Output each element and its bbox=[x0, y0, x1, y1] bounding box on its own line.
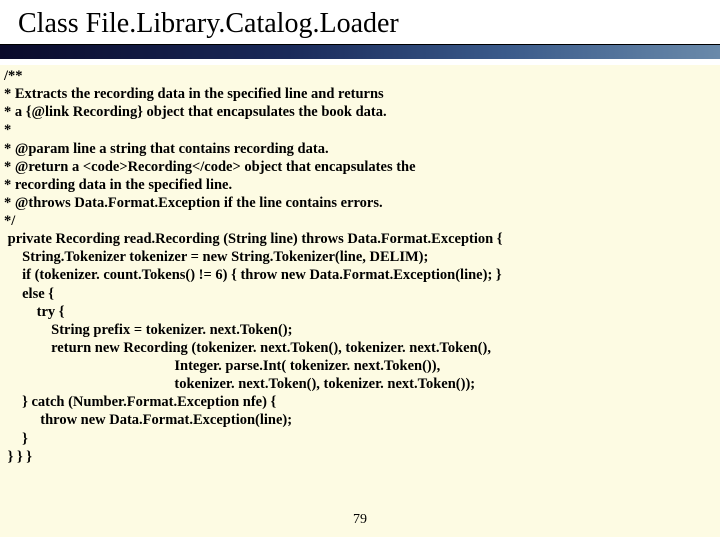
code-line: return new Recording (tokenizer. next.To… bbox=[4, 339, 716, 357]
code-line: * a {@link Recording} object that encaps… bbox=[4, 103, 716, 121]
code-line: Integer. parse.Int( tokenizer. next.Toke… bbox=[4, 357, 716, 375]
slide-title: Class File.Library.Catalog.Loader bbox=[18, 8, 720, 40]
gradient-bar bbox=[0, 45, 720, 59]
code-line: else { bbox=[4, 285, 716, 303]
code-line: } bbox=[4, 430, 716, 448]
code-line: throw new Data.Format.Exception(line); bbox=[4, 411, 716, 429]
code-line: /** bbox=[4, 67, 716, 85]
code-line: * bbox=[4, 121, 716, 139]
code-line: } } } bbox=[4, 448, 716, 466]
code-line: String.Tokenizer tokenizer = new String.… bbox=[4, 248, 716, 266]
code-line: try { bbox=[4, 303, 716, 321]
title-area: Class File.Library.Catalog.Loader bbox=[0, 0, 720, 45]
code-line: * @throws Data.Format.Exception if the l… bbox=[4, 194, 716, 212]
code-block: /*** Extracts the recording data in the … bbox=[0, 65, 720, 537]
code-line: * Extracts the recording data in the spe… bbox=[4, 85, 716, 103]
code-line: * @return a <code>Recording</code> objec… bbox=[4, 158, 716, 176]
code-line: * @param line a string that contains rec… bbox=[4, 140, 716, 158]
code-line: if (tokenizer. count.Tokens() != 6) { th… bbox=[4, 266, 716, 284]
code-line: tokenizer. next.Token(), tokenizer. next… bbox=[4, 375, 716, 393]
code-line: private Recording read.Recording (String… bbox=[4, 230, 716, 248]
code-line: * recording data in the specified line. bbox=[4, 176, 716, 194]
code-line: } catch (Number.Format.Exception nfe) { bbox=[4, 393, 716, 411]
code-line: String prefix = tokenizer. next.Token(); bbox=[4, 321, 716, 339]
page-number: 79 bbox=[353, 512, 367, 528]
code-line: */ bbox=[4, 212, 716, 230]
